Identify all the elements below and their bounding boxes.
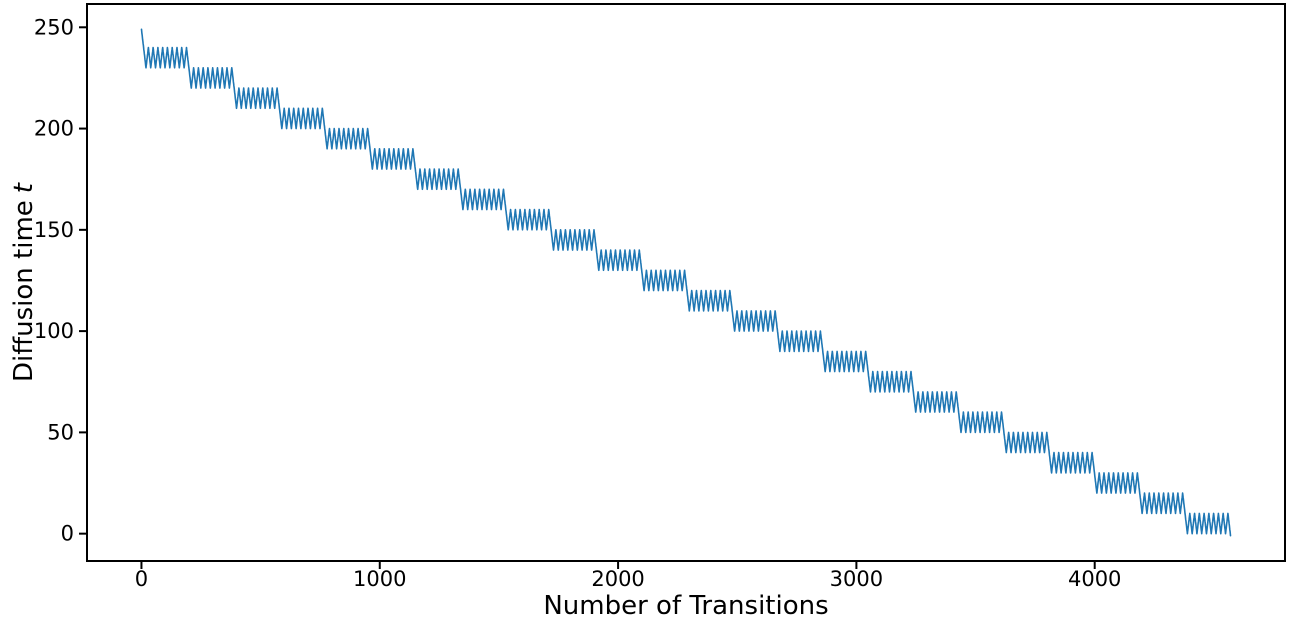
diffusion-schedule-line (140, 28, 1232, 537)
x-axis-label: Number of Transitions (543, 591, 828, 621)
y-axis-label-variable: t (9, 182, 39, 193)
y-tick-label: 250 (34, 15, 74, 39)
x-axis-ticks: 0 1000 2000 3000 4000 (135, 562, 1121, 591)
y-axis-ticks: 0 50 100 150 200 250 (34, 15, 86, 546)
x-tick-label: 1000 (353, 567, 406, 591)
x-tick-label: 3000 (830, 567, 883, 591)
plot-border (86, 3, 1286, 562)
x-tick-label: 4000 (1068, 567, 1121, 591)
x-tick-label: 2000 (591, 567, 644, 591)
y-tick-label: 100 (34, 319, 74, 343)
y-tick-label: 150 (34, 218, 74, 242)
y-tick-label: 50 (47, 420, 74, 444)
y-tick-label: 0 (61, 522, 74, 546)
y-axis-label-text: Diffusion time (9, 200, 39, 382)
y-axis-label: Diffusion time t (9, 182, 39, 382)
y-tick-label: 200 (34, 117, 74, 141)
x-tick-label: 0 (135, 567, 148, 591)
